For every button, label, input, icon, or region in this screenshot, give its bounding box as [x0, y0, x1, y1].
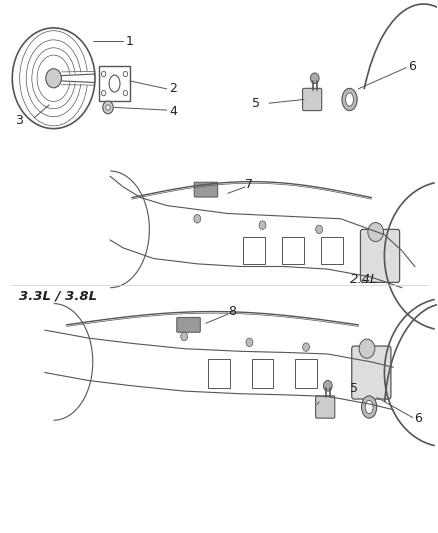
- Text: 5: 5: [350, 382, 357, 395]
- FancyBboxPatch shape: [177, 317, 200, 332]
- Ellipse shape: [346, 93, 353, 106]
- Circle shape: [368, 222, 384, 241]
- Circle shape: [311, 73, 319, 84]
- Circle shape: [323, 381, 332, 391]
- Text: 2.4L: 2.4L: [350, 273, 378, 286]
- Circle shape: [181, 332, 187, 341]
- Circle shape: [359, 339, 375, 358]
- Text: 1: 1: [125, 35, 133, 47]
- FancyBboxPatch shape: [352, 346, 391, 399]
- Ellipse shape: [342, 88, 357, 111]
- Text: 4: 4: [169, 104, 177, 118]
- FancyBboxPatch shape: [303, 88, 322, 111]
- Text: 8: 8: [228, 305, 236, 318]
- FancyBboxPatch shape: [360, 229, 399, 282]
- Ellipse shape: [365, 400, 373, 414]
- Circle shape: [303, 343, 310, 351]
- Circle shape: [194, 215, 201, 223]
- Circle shape: [316, 225, 322, 233]
- Circle shape: [103, 101, 113, 114]
- Text: 3.3L / 3.8L: 3.3L / 3.8L: [19, 289, 97, 302]
- Text: 2: 2: [169, 83, 177, 95]
- Circle shape: [246, 338, 253, 346]
- FancyBboxPatch shape: [316, 396, 335, 418]
- Text: 6: 6: [408, 60, 416, 73]
- Text: 5: 5: [252, 96, 260, 110]
- Circle shape: [106, 105, 110, 110]
- Text: 7: 7: [245, 178, 253, 191]
- FancyBboxPatch shape: [194, 182, 218, 197]
- Circle shape: [46, 69, 61, 88]
- Ellipse shape: [361, 396, 377, 418]
- Text: 3: 3: [15, 114, 23, 127]
- Circle shape: [259, 221, 266, 229]
- Text: 6: 6: [414, 412, 422, 425]
